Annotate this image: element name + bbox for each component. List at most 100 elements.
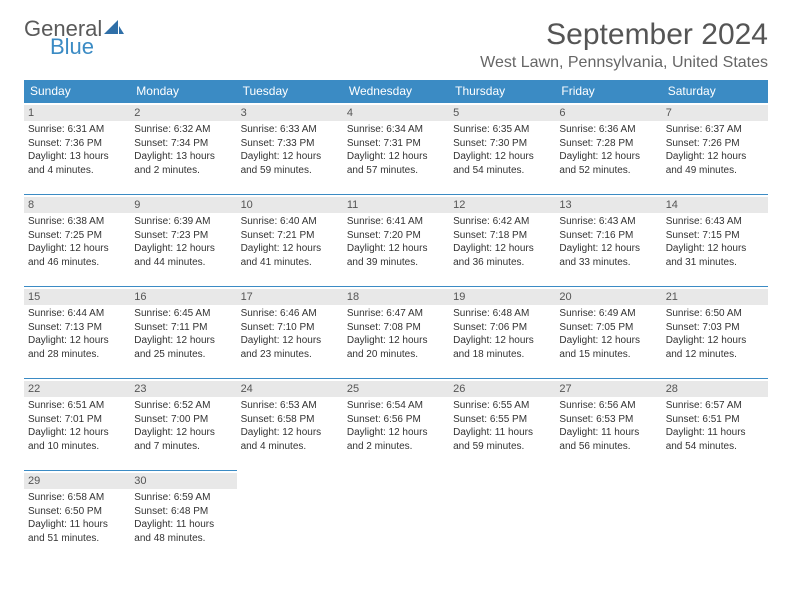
day-info: Sunrise: 6:50 AMSunset: 7:03 PMDaylight:… bbox=[666, 307, 764, 361]
day-number: 10 bbox=[237, 197, 343, 213]
day-info: Sunrise: 6:33 AMSunset: 7:33 PMDaylight:… bbox=[241, 123, 339, 177]
calendar-day-cell bbox=[449, 471, 555, 563]
daylight-line: Daylight: 12 hours and 23 minutes. bbox=[241, 334, 339, 361]
sunset-line: Sunset: 7:20 PM bbox=[347, 229, 445, 243]
day-number: 9 bbox=[130, 197, 236, 213]
daylight-line: Daylight: 12 hours and 41 minutes. bbox=[241, 242, 339, 269]
day-number: 1 bbox=[24, 105, 130, 121]
day-info: Sunrise: 6:46 AMSunset: 7:10 PMDaylight:… bbox=[241, 307, 339, 361]
daylight-line: Daylight: 12 hours and 33 minutes. bbox=[559, 242, 657, 269]
sunset-line: Sunset: 7:30 PM bbox=[453, 137, 551, 151]
daylight-line: Daylight: 11 hours and 51 minutes. bbox=[28, 518, 126, 545]
calendar-day-cell: 29 Sunrise: 6:58 AMSunset: 6:50 PMDayligh… bbox=[24, 471, 130, 563]
day-info: Sunrise: 6:44 AMSunset: 7:13 PMDaylight:… bbox=[28, 307, 126, 361]
day-info: Sunrise: 6:43 AMSunset: 7:15 PMDaylight:… bbox=[666, 215, 764, 269]
sunrise-line: Sunrise: 6:54 AM bbox=[347, 399, 445, 413]
day-number: 7 bbox=[662, 105, 768, 121]
daylight-line: Daylight: 12 hours and 18 minutes. bbox=[453, 334, 551, 361]
calendar-day-cell: 13Sunrise: 6:43 AMSunset: 7:16 PMDayligh… bbox=[555, 195, 661, 287]
calendar-day-cell: 2Sunrise: 6:32 AMSunset: 7:34 PMDaylight… bbox=[130, 103, 236, 195]
calendar-day-cell: 16Sunrise: 6:45 AMSunset: 7:11 PMDayligh… bbox=[130, 287, 236, 379]
day-info: Sunrise: 6:55 AMSunset: 6:55 PMDaylight:… bbox=[453, 399, 551, 453]
daylight-line: Daylight: 11 hours and 59 minutes. bbox=[453, 426, 551, 453]
sunset-line: Sunset: 7:10 PM bbox=[241, 321, 339, 335]
calendar-day-cell: 11Sunrise: 6:41 AMSunset: 7:20 PMDayligh… bbox=[343, 195, 449, 287]
sunset-line: Sunset: 7:15 PM bbox=[666, 229, 764, 243]
sunrise-line: Sunrise: 6:53 AM bbox=[241, 399, 339, 413]
location: West Lawn, Pennsylvania, United States bbox=[480, 54, 768, 72]
day-of-week-header: Saturday bbox=[662, 80, 768, 103]
sunset-line: Sunset: 7:25 PM bbox=[28, 229, 126, 243]
day-info: Sunrise: 6:54 AMSunset: 6:56 PMDaylight:… bbox=[347, 399, 445, 453]
sunset-line: Sunset: 7:33 PM bbox=[241, 137, 339, 151]
calendar-day-cell: 25Sunrise: 6:54 AMSunset: 6:56 PMDayligh… bbox=[343, 379, 449, 471]
calendar-day-cell bbox=[662, 471, 768, 563]
calendar-day-cell: 5Sunrise: 6:35 AMSunset: 7:30 PMDaylight… bbox=[449, 103, 555, 195]
sunrise-line: Sunrise: 6:58 AM bbox=[28, 491, 126, 505]
sunrise-line: Sunrise: 6:35 AM bbox=[453, 123, 551, 137]
day-number: 29 bbox=[24, 473, 130, 489]
sunset-line: Sunset: 7:16 PM bbox=[559, 229, 657, 243]
sunset-line: Sunset: 7:28 PM bbox=[559, 137, 657, 151]
calendar-day-cell: 10 Sunrise: 6:40 AMSunset: 7:21 PMDayligh… bbox=[237, 195, 343, 287]
calendar-body: 1Sunrise: 6:31 AMSunset: 7:36 PMDaylight… bbox=[24, 103, 768, 563]
daylight-line: Daylight: 13 hours and 4 minutes. bbox=[28, 150, 126, 177]
sunset-line: Sunset: 7:01 PM bbox=[28, 413, 126, 427]
day-info: Sunrise: 6:41 AMSunset: 7:20 PMDaylight:… bbox=[347, 215, 445, 269]
daylight-line: Daylight: 12 hours and 15 minutes. bbox=[559, 334, 657, 361]
sunset-line: Sunset: 6:48 PM bbox=[134, 505, 232, 519]
sunrise-line: Sunrise: 6:42 AM bbox=[453, 215, 551, 229]
calendar-day-cell: 23Sunrise: 6:52 AMSunset: 7:00 PMDayligh… bbox=[130, 379, 236, 471]
calendar-day-cell: 28Sunrise: 6:57 AMSunset: 6:51 PMDayligh… bbox=[662, 379, 768, 471]
sunrise-line: Sunrise: 6:34 AM bbox=[347, 123, 445, 137]
day-number: 12 bbox=[449, 197, 555, 213]
day-info: Sunrise: 6:43 AMSunset: 7:16 PMDaylight:… bbox=[559, 215, 657, 269]
day-number: 19 bbox=[449, 289, 555, 305]
sunrise-line: Sunrise: 6:47 AM bbox=[347, 307, 445, 321]
daylight-line: Daylight: 12 hours and 54 minutes. bbox=[453, 150, 551, 177]
sunset-line: Sunset: 7:21 PM bbox=[241, 229, 339, 243]
days-of-week-row: SundayMondayTuesdayWednesdayThursdayFrid… bbox=[24, 80, 768, 103]
day-info: Sunrise: 6:37 AMSunset: 7:26 PMDaylight:… bbox=[666, 123, 764, 177]
day-info: Sunrise: 6:47 AMSunset: 7:08 PMDaylight:… bbox=[347, 307, 445, 361]
sunset-line: Sunset: 6:58 PM bbox=[241, 413, 339, 427]
calendar-day-cell: 27Sunrise: 6:56 AMSunset: 6:53 PMDayligh… bbox=[555, 379, 661, 471]
sunrise-line: Sunrise: 6:50 AM bbox=[666, 307, 764, 321]
day-info: Sunrise: 6:58 AMSunset: 6:50 PMDaylight:… bbox=[28, 491, 126, 545]
daylight-line: Daylight: 12 hours and 39 minutes. bbox=[347, 242, 445, 269]
sunset-line: Sunset: 7:36 PM bbox=[28, 137, 126, 151]
sunrise-line: Sunrise: 6:36 AM bbox=[559, 123, 657, 137]
sunset-line: Sunset: 6:50 PM bbox=[28, 505, 126, 519]
sunset-line: Sunset: 7:23 PM bbox=[134, 229, 232, 243]
day-number: 24 bbox=[237, 381, 343, 397]
sunrise-line: Sunrise: 6:40 AM bbox=[241, 215, 339, 229]
daylight-line: Daylight: 12 hours and 28 minutes. bbox=[28, 334, 126, 361]
calendar-day-cell: 26Sunrise: 6:55 AMSunset: 6:55 PMDayligh… bbox=[449, 379, 555, 471]
day-of-week-header: Sunday bbox=[24, 80, 130, 103]
day-number: 30 bbox=[130, 473, 236, 489]
sunrise-line: Sunrise: 6:41 AM bbox=[347, 215, 445, 229]
sunrise-line: Sunrise: 6:31 AM bbox=[28, 123, 126, 137]
daylight-line: Daylight: 12 hours and 46 minutes. bbox=[28, 242, 126, 269]
calendar-day-cell: 6Sunrise: 6:36 AMSunset: 7:28 PMDaylight… bbox=[555, 103, 661, 195]
sunset-line: Sunset: 7:18 PM bbox=[453, 229, 551, 243]
day-number: 21 bbox=[662, 289, 768, 305]
day-of-week-header: Wednesday bbox=[343, 80, 449, 103]
calendar-day-cell: 21 Sunrise: 6:50 AMSunset: 7:03 PMDayligh… bbox=[662, 287, 768, 379]
calendar-week-row: 29 Sunrise: 6:58 AMSunset: 6:50 PMDayligh… bbox=[24, 471, 768, 563]
sunrise-line: Sunrise: 6:49 AM bbox=[559, 307, 657, 321]
sunrise-line: Sunrise: 6:57 AM bbox=[666, 399, 764, 413]
calendar-day-cell: 1 Sunrise: 6:31 AMSunset: 7:36 PMDaylight… bbox=[24, 103, 130, 195]
daylight-line: Daylight: 12 hours and 10 minutes. bbox=[28, 426, 126, 453]
day-of-week-header: Monday bbox=[130, 80, 236, 103]
daylight-line: Daylight: 12 hours and 7 minutes. bbox=[134, 426, 232, 453]
day-number: 4 bbox=[343, 105, 449, 121]
sunset-line: Sunset: 7:34 PM bbox=[134, 137, 232, 151]
calendar-day-cell: 24Sunrise: 6:53 AMSunset: 6:58 PMDayligh… bbox=[237, 379, 343, 471]
logo-text-blue: Blue bbox=[50, 36, 126, 58]
calendar-day-cell: 14Sunrise: 6:43 AMSunset: 7:15 PMDayligh… bbox=[662, 195, 768, 287]
day-of-week-header: Thursday bbox=[449, 80, 555, 103]
daylight-line: Daylight: 13 hours and 2 minutes. bbox=[134, 150, 232, 177]
calendar-day-cell: 20Sunrise: 6:49 AMSunset: 7:05 PMDayligh… bbox=[555, 287, 661, 379]
calendar-day-cell: 15Sunrise: 6:44 AMSunset: 7:13 PMDayligh… bbox=[24, 287, 130, 379]
